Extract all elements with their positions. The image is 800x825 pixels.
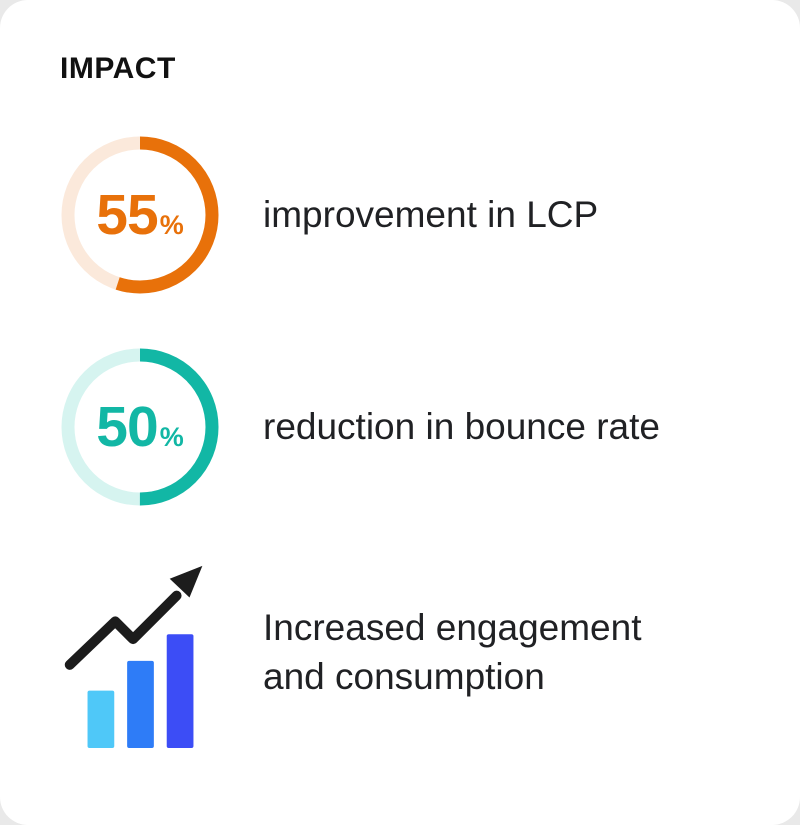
stat-row-bounce-rate: 50 % reduction in bounce rate	[0, 342, 800, 512]
bar-tall	[166, 634, 194, 749]
stat-label-engagement: Increased engagement and consumption	[263, 607, 642, 697]
stat-row-engagement: Increased engagement and consumption	[0, 554, 800, 752]
donut-center-text: 50 %	[55, 342, 225, 512]
bar-short	[87, 690, 115, 749]
donut-value: 50	[96, 395, 158, 459]
percent-sign: %	[159, 210, 184, 240]
ring-arc	[61, 348, 219, 506]
donut-value: 55	[96, 183, 158, 247]
trend-arrow-head	[169, 565, 203, 598]
stat-row-lcp: 55 % improvement in LCP	[0, 130, 800, 300]
donut-center-text: 55 %	[55, 130, 225, 300]
bar-chart-rising-arrow-icon	[55, 554, 225, 752]
ring-arc	[61, 136, 219, 294]
donut-chart-lcp: 55 %	[55, 130, 225, 300]
donut-chart-bounce-rate: 50 %	[55, 342, 225, 512]
stats-list: 55 % improvement in LCP 50 %	[0, 130, 800, 752]
stat-label-lcp: improvement in LCP	[263, 193, 599, 235]
trend-arrow-line	[64, 590, 182, 670]
section-title: IMPACT	[60, 52, 176, 85]
stat-label-bounce-rate: reduction in bounce rate	[263, 405, 660, 447]
donut-ring-svg	[61, 348, 219, 506]
donut-ring-svg	[61, 136, 219, 294]
percent-sign: %	[159, 422, 184, 452]
bar-medium	[127, 660, 154, 749]
